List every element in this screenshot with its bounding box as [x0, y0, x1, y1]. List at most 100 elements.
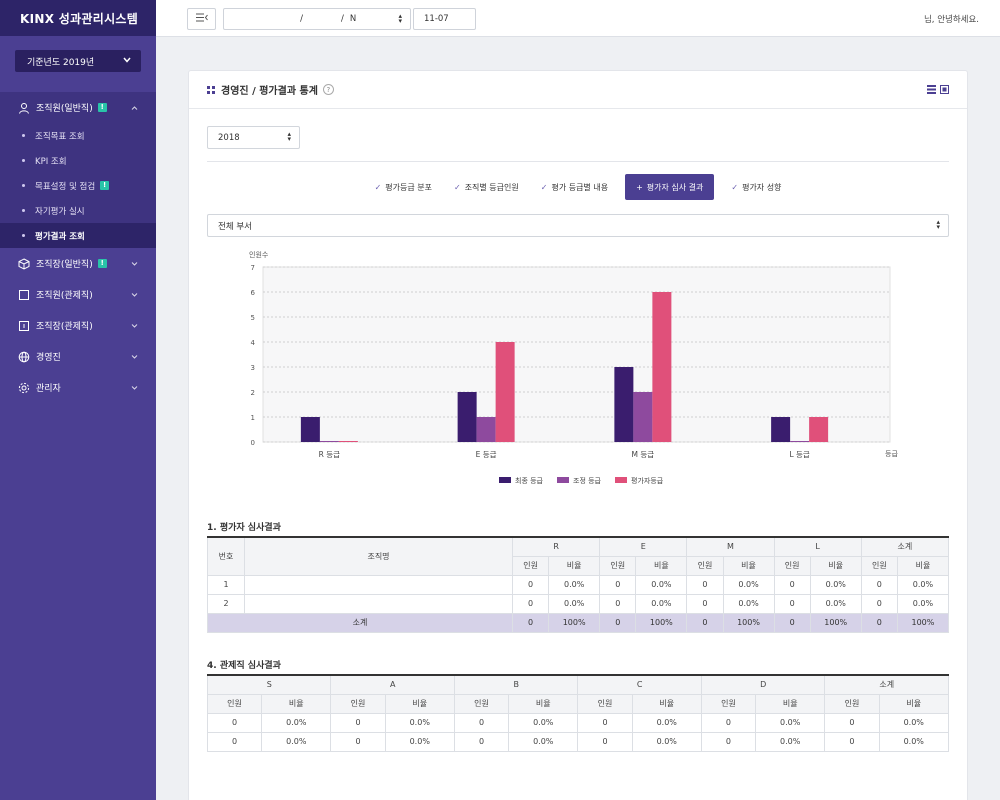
cell: 0 [860, 612, 898, 633]
table-row: 0 0.0% 0 0.0% 0 0.0% 0 0.0% 0 0.0% 0 0.0% [206, 712, 949, 733]
cell-org [244, 574, 513, 595]
table-row: 1 0 0.0% 0 0.0% 0 0.0% 0 0.0% 0 0.0% [207, 574, 950, 595]
bar-final [614, 367, 634, 442]
minimize-icon[interactable] [927, 85, 936, 94]
check-icon: ✓ [374, 182, 382, 192]
menu-item-leader-control[interactable]: 조직장(관제직) [0, 310, 156, 341]
table-row: 0 0.0% 0 0.0% 0 0.0% 0 0.0% 0 0.0% 0 0.0% [206, 731, 949, 752]
sub-item-goal-setting[interactable]: 목표설정 및 점검! [0, 173, 156, 198]
cell: 0 [577, 731, 633, 752]
bullet-icon [22, 209, 25, 212]
submenu: 조직목표 조회 KPI 조회 목표설정 및 점검! 자기평가 실시 평가결과 조… [0, 123, 156, 248]
y-tick-label: 6 [251, 289, 256, 297]
plot-area [262, 266, 891, 443]
cell: 0 [686, 574, 724, 595]
alert-badge: ! [97, 103, 107, 112]
y-tick-label: 0 [251, 439, 255, 447]
department-value: 전체 부서 [218, 221, 252, 232]
sub-header: 인원 [700, 693, 757, 714]
check-icon: ✓ [731, 182, 739, 192]
cell: 0 [453, 731, 510, 752]
cell: 0 [773, 593, 811, 614]
menu-toggle-button[interactable] [187, 8, 216, 30]
cell: 0 [599, 593, 637, 614]
sub-header: 비율 [508, 693, 579, 714]
chevron-down-icon [131, 290, 138, 299]
sub-item-org-goal[interactable]: 조직목표 조회 [0, 123, 156, 148]
greeting-text: 님, 안녕하세요. [923, 15, 979, 25]
bar-evaluator [652, 292, 672, 442]
cell: 0.0% [631, 731, 702, 752]
bar-adjusted [476, 417, 496, 442]
subtotal-label: 소계 [207, 612, 513, 633]
tab-grade-detail[interactable]: ✓ 평가 등급별 내용 [530, 174, 619, 200]
tab-evaluator-review[interactable]: + 평가자 심사 결과 [625, 174, 715, 200]
cell: 100% [548, 612, 601, 633]
sub-header: 인원 [453, 693, 510, 714]
cell: 0 [686, 612, 724, 633]
cell: 0.0% [261, 731, 332, 752]
menu-item-member-general[interactable]: 조직원(일반직) ! [0, 92, 156, 123]
user-icon [18, 102, 30, 114]
sub-item-self-eval[interactable]: 자기평가 실시 [0, 198, 156, 223]
base-year-label: 기준년도 2019년 [27, 57, 95, 68]
sub-header: 비율 [635, 555, 688, 576]
x-axis-label: 등급 [885, 450, 898, 458]
menu-item-label: 조직원(일반직) [36, 104, 93, 114]
square-icon [18, 289, 30, 301]
cell: 0.0% [755, 712, 826, 733]
tab-org-grade-count[interactable]: ✓ 조직별 등급인원 [443, 174, 530, 200]
cell: 0.0% [635, 593, 688, 614]
grid-icon [207, 85, 215, 94]
col-group-header: R [511, 536, 601, 557]
chevron-down-icon [131, 352, 138, 361]
base-year-select[interactable]: 기준년도 2019년 [15, 50, 141, 72]
menu-item-admin[interactable]: 관리자 [0, 372, 156, 403]
legend-swatch [615, 477, 627, 483]
sub-header: 인원 [511, 555, 550, 576]
cell: 0.0% [384, 712, 455, 733]
table-row: 2 0 0.0% 0 0.0% 0 0.0% 0 0.0% 0 0.0% [207, 593, 950, 614]
menu-item-member-control[interactable]: 조직원(관제직) [0, 279, 156, 310]
y-tick-label: 5 [251, 314, 255, 322]
col-group-header: E [599, 536, 688, 557]
sub-header: 비율 [878, 693, 949, 714]
bar-adjusted [790, 441, 810, 442]
legend-label: 평가자등급 [631, 476, 664, 485]
menu-item-label: 조직원(관제직) [36, 291, 93, 301]
topbar: / / N ▴ ▾ 11-07 님, 안녕하세요. [156, 0, 1000, 37]
year-select[interactable]: 2018 ▴ ▾ [207, 126, 300, 149]
sub-header: 비율 [722, 555, 775, 576]
app-logo[interactable]: KINX 성과관리시스템 [0, 0, 156, 36]
main-panel: 경영진 / 평가결과 통계 ? 2018 ▴ ▾ ✓ 평가등급 분포 ✓ 조직별 등급… [188, 70, 968, 800]
cell: 100% [722, 612, 775, 633]
menu-item-executive[interactable]: 경영진 [0, 341, 156, 372]
department-select[interactable]: 전체 부서 ▴ ▾ [207, 214, 949, 237]
menu-item-leader-general[interactable]: 조직장(일반직) ! [0, 248, 156, 279]
sub-item-kpi[interactable]: KPI 조회 [0, 148, 156, 173]
tab-label: 조직별 등급인원 [464, 182, 519, 192]
cell-org [244, 593, 513, 614]
sub-header: 인원 [824, 693, 880, 714]
help-icon[interactable]: ? [322, 84, 334, 95]
sub-item-label: 자기평가 실시 [35, 206, 85, 217]
y-axis-label: 인원수 [249, 250, 269, 259]
cell: 0 [773, 574, 811, 595]
bullet-icon [22, 134, 25, 137]
legend-swatch [557, 477, 569, 483]
cell: 0 [511, 593, 550, 614]
cell: 0.0% [722, 593, 775, 614]
x-tick-label: L 등급 [789, 450, 809, 459]
tab-grade-distribution[interactable]: ✓ 평가등급 분포 [364, 174, 443, 200]
expand-icon[interactable] [940, 85, 949, 94]
date-field[interactable]: 11-07 [413, 8, 476, 30]
org-path-select[interactable]: / / N ▴ ▾ [223, 8, 411, 30]
tab-evaluator-tendency[interactable]: ✓ 평가자 성향 [720, 174, 792, 200]
col-group-header: S [206, 674, 332, 695]
sub-item-eval-result[interactable]: 평가결과 조회 [0, 223, 156, 248]
menu-item-label: 관리자 [36, 384, 61, 394]
x-tick-label: M 등급 [632, 450, 655, 459]
sub-header: 비율 [896, 555, 950, 576]
sub-header: 비율 [631, 693, 702, 714]
menu-item-label: 경영진 [36, 353, 61, 363]
